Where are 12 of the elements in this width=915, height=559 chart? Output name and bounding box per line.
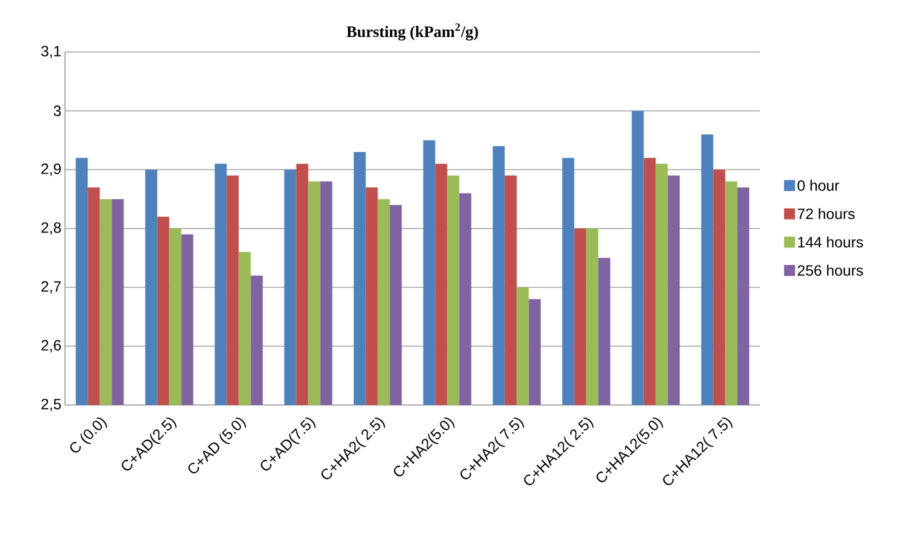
legend-label: 0 hour bbox=[798, 180, 840, 191]
legend-label: 256 hours bbox=[798, 264, 863, 276]
chart-title: Bursting (kPam$^{2}$/g) bbox=[346, 23, 478, 40]
y-tick-label: 2,9 bbox=[41, 163, 61, 176]
legend-label: 72 hours bbox=[798, 208, 855, 220]
legend-label: 144 hours bbox=[798, 236, 863, 248]
y-tick-label: 2,5 bbox=[41, 398, 61, 412]
y-tick-label: 2,7 bbox=[41, 281, 61, 294]
y-tick-label: 2,8 bbox=[41, 222, 61, 235]
y-tick-label: 3,1 bbox=[41, 46, 61, 58]
y-tick-label: 2,6 bbox=[41, 340, 61, 352]
y-tick-label: 3 bbox=[54, 106, 61, 116]
